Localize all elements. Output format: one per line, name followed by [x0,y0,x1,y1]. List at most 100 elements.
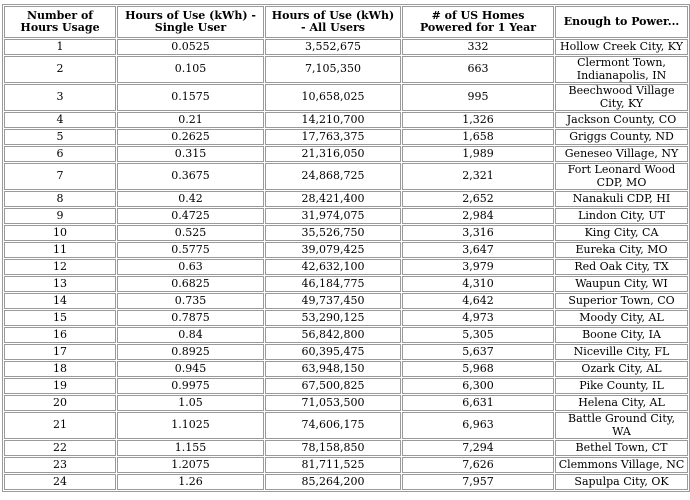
header-cell: Enough to Power... [555,6,688,38]
table-cell: 81,711,525 [265,457,401,473]
header-cell: # of US Homes Powered for 1 Year [402,6,554,38]
table-cell: Nanakuli CDP, HI [555,191,688,207]
table-row: 19 0.9975 67,500,825 6,300 Pike County, IL [4,378,688,394]
table-cell: 1.26 [117,474,264,490]
table-cell: 14,210,700 [265,112,401,128]
table-cell: 4,642 [402,293,554,309]
table-cell: Superior Town, CO [555,293,688,309]
table-row: 7 0.3675 24,868,725 2,321 Fort Leonard Wood … [4,163,688,190]
table-cell: 4 [4,112,116,128]
table-cell: 24 [4,474,116,490]
table-cell: 0.105 [117,56,264,83]
table-cell: Moody City, AL [555,310,688,326]
table-cell: 5,968 [402,361,554,377]
table-cell: 3 [4,84,116,111]
table-cell: 10 [4,225,116,241]
table-row: 9 0.4725 31,974,075 2,984 Lindon City, UT [4,208,688,224]
table-cell: King City, CA [555,225,688,241]
table-row: 17 0.8925 60,395,475 5,637 Niceville City, F… [4,344,688,360]
table-cell: 46,184,775 [265,276,401,292]
table-cell: 0.21 [117,112,264,128]
table-cell: 0.735 [117,293,264,309]
table-cell: 31,974,075 [265,208,401,224]
table-row: 3 0.1575 10,658,025 995 Beechwood Village Ci… [4,84,688,111]
table-cell: Clemmons Village, NC [555,457,688,473]
table-cell: Geneseo Village, NY [555,146,688,162]
table-cell: 8 [4,191,116,207]
table-cell: 6,963 [402,412,554,439]
table-cell: 1.1025 [117,412,264,439]
table-cell: 0.6825 [117,276,264,292]
table-row: 8 0.42 28,421,400 2,652 Nanakuli CDP, HI [4,191,688,207]
table-cell: Hollow Creek City, KY [555,39,688,55]
table-row: 6 0.315 21,316,050 1,989 Geneseo Village, NY [4,146,688,162]
table-cell: 2,321 [402,163,554,190]
table-cell: 17,763,375 [265,129,401,145]
table-cell: Griggs County, ND [555,129,688,145]
table-cell: Eureka City, MO [555,242,688,258]
table-cell: 1 [4,39,116,55]
table-cell: Ozark City, AL [555,361,688,377]
table-row: 22 1.155 78,158,850 7,294 Bethel Town, CT [4,440,688,456]
table-cell: 1.155 [117,440,264,456]
table-cell: 4,310 [402,276,554,292]
header-cell: Hours of Use (kWh) - Single User [117,6,264,38]
table-cell: 22 [4,440,116,456]
table-cell: 995 [402,84,554,111]
table-cell: 0.8925 [117,344,264,360]
table-cell: 28,421,400 [265,191,401,207]
table-cell: Waupun City, WI [555,276,688,292]
table-cell: 24,868,725 [265,163,401,190]
table-body: 1 0.0525 3,552,675 332 Hollow Creek City, KY… [4,39,688,490]
table-cell: 60,395,475 [265,344,401,360]
table-cell: 0.315 [117,146,264,162]
table-cell: 3,552,675 [265,39,401,55]
data-table: Number of Hours Usage Hours of Use (kWh) … [2,4,690,492]
table-cell: 5 [4,129,116,145]
table-cell: 0.2625 [117,129,264,145]
table-cell: Jackson County, CO [555,112,688,128]
table-cell: 15 [4,310,116,326]
table-cell: 71,053,500 [265,395,401,411]
table-cell: 7,626 [402,457,554,473]
table-cell: 39,079,425 [265,242,401,258]
table-cell: 2 [4,56,116,83]
table-cell: 67,500,825 [265,378,401,394]
table-cell: Clermont Town, Indianapolis, IN [555,56,688,83]
table-cell: 42,632,100 [265,259,401,275]
table-cell: Pike County, IL [555,378,688,394]
table-cell: 21,316,050 [265,146,401,162]
table-cell: 12 [4,259,116,275]
table-cell: 5,305 [402,327,554,343]
table-cell: 21 [4,412,116,439]
table-row: 14 0.735 49,737,450 4,642 Superior Town, CO [4,293,688,309]
table-cell: 7 [4,163,116,190]
table-cell: 0.525 [117,225,264,241]
table-cell: 3,979 [402,259,554,275]
table-row: 20 1.05 71,053,500 6,631 Helena City, AL [4,395,688,411]
table-cell: 0.0525 [117,39,264,55]
table-cell: 1,326 [402,112,554,128]
table-cell: 1.05 [117,395,264,411]
table-cell: 5,637 [402,344,554,360]
table-cell: 56,842,800 [265,327,401,343]
table-cell: 9 [4,208,116,224]
table-cell: 0.5775 [117,242,264,258]
table-row: 16 0.84 56,842,800 5,305 Boone City, IA [4,327,688,343]
table-cell: 0.9975 [117,378,264,394]
table-cell: 1,989 [402,146,554,162]
table-cell: 85,264,200 [265,474,401,490]
table-cell: Boone City, IA [555,327,688,343]
table-row: 21 1.1025 74,606,175 6,963 Battle Ground Cit… [4,412,688,439]
table-row: 5 0.2625 17,763,375 1,658 Griggs County, ND [4,129,688,145]
header-cell: Number of Hours Usage [4,6,116,38]
table-cell: 0.7875 [117,310,264,326]
table-cell: Fort Leonard Wood CDP, MO [555,163,688,190]
table-cell: 0.84 [117,327,264,343]
table-cell: Lindon City, UT [555,208,688,224]
table-cell: Red Oak City, TX [555,259,688,275]
table-cell: 74,606,175 [265,412,401,439]
table-row: 23 1.2075 81,711,525 7,626 Clemmons Village,… [4,457,688,473]
table-cell: Sapulpa City, OK [555,474,688,490]
table-row: 15 0.7875 53,290,125 4,973 Moody City, AL [4,310,688,326]
